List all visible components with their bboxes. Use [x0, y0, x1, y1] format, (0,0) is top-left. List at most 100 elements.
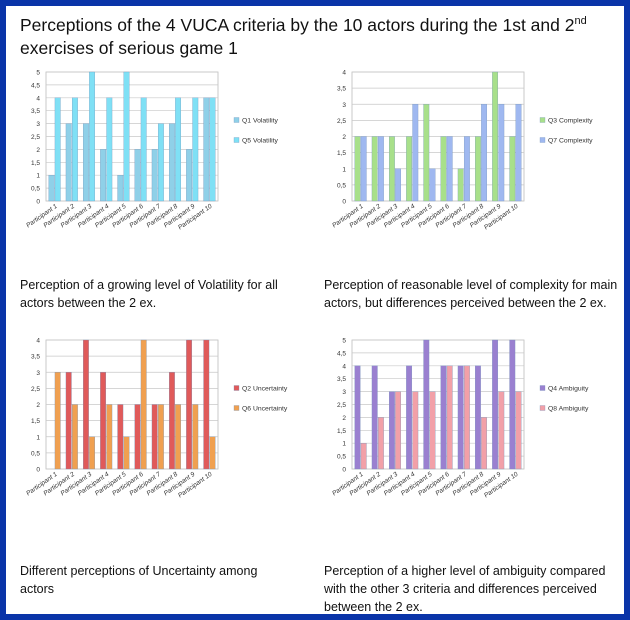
y-tick-label: 3,5 — [337, 376, 346, 383]
bar-1-8 — [475, 365, 481, 470]
complexity-chart: 0 0,5 1 1,5 2 2,5 3 3,5 4 Participant 1 Participan… — [324, 66, 614, 271]
bar-1-7 — [457, 168, 464, 202]
y-tick-label: 2 — [342, 134, 346, 141]
bar-1-9 — [186, 339, 193, 470]
legend-label: Q7 Complexity — [548, 138, 593, 145]
bar-2-4 — [106, 97, 113, 202]
bar-2-10 — [515, 391, 522, 470]
legend-label: Q8 Ambiguity — [548, 406, 589, 413]
bar-1-5 — [423, 339, 430, 470]
bar-1-1 — [48, 175, 55, 202]
uncertainty-caption: Different perceptions of Uncertainty amo… — [20, 564, 258, 596]
y-tick-label: 0,5 — [337, 454, 346, 461]
bar-2-1 — [54, 97, 61, 202]
bar-2-4 — [106, 404, 113, 470]
bar-1-1 — [354, 365, 361, 470]
bar-1-2 — [371, 365, 378, 470]
bar-2-6 — [140, 97, 147, 202]
bar-2-6 — [446, 136, 453, 202]
bar-1-8 — [475, 136, 481, 202]
bar-1-1 — [354, 136, 361, 202]
bar-2-4 — [412, 391, 419, 470]
figure-panel: Perceptions of the 4 VUCA criteria by th… — [6, 6, 624, 614]
bar-2-7 — [157, 123, 164, 202]
volatility-caption: Perception of a growing level of Volatil… — [20, 278, 278, 310]
volatility-chart: 0 0,5 1 1,5 2 2,5 3 3,5 4 4,5 5 Participant 1 Partic… — [18, 66, 308, 271]
bar-2-3 — [89, 436, 95, 470]
page-title: Perceptions of the 4 VUCA criteria by th… — [20, 10, 616, 60]
bar-2-2 — [71, 97, 78, 202]
legend-label: Q4 Ambiguity — [548, 386, 589, 393]
ambiguity-caption: Perception of a higher level of ambiguit… — [324, 564, 606, 614]
y-tick-label: 3,5 — [31, 354, 40, 361]
title-text-end: exercises of serious game 1 — [20, 37, 238, 58]
y-tick-label: 2 — [36, 147, 40, 154]
bar-2-5 — [429, 168, 436, 202]
y-tick-label: 3 — [36, 121, 40, 128]
y-tick-label: 4 — [36, 95, 40, 102]
legend-swatch — [539, 405, 546, 411]
y-tick-label: 0,5 — [31, 450, 40, 457]
legend-label: Q6 Uncertainty — [242, 406, 288, 413]
bar-2-5 — [123, 71, 130, 202]
bar-1-2 — [371, 136, 378, 202]
y-tick-label: 3 — [342, 389, 346, 396]
uncertainty-chart: 0 0,5 1 1,5 2 2,5 3 3,5 4 Participant 1 Participan… — [18, 334, 308, 539]
bar-1-10 — [203, 97, 210, 202]
bar-1-3 — [83, 339, 89, 470]
bar-2-2 — [377, 417, 384, 470]
bar-1-3 — [83, 123, 89, 202]
legend-swatch — [233, 117, 240, 123]
y-tick-label: 2 — [342, 415, 346, 422]
complexity-caption: Perception of reasonable level of comple… — [324, 278, 618, 310]
y-tick-label: 5 — [342, 338, 346, 345]
bar-1-10 — [509, 339, 516, 470]
bar-1-8 — [169, 372, 175, 470]
bar-1-3 — [389, 391, 395, 470]
y-tick-label: 1 — [342, 441, 346, 448]
y-tick-label: 0,5 — [337, 182, 346, 189]
y-tick-label: 2,5 — [337, 118, 346, 125]
bar-1-7 — [457, 365, 464, 470]
y-tick-label: 1,5 — [31, 160, 40, 167]
title-text: Perceptions of the 4 VUCA criteria by th… — [20, 14, 575, 35]
bar-2-1 — [54, 372, 61, 470]
bar-2-5 — [429, 391, 436, 470]
legend-swatch — [539, 117, 546, 123]
legend-label: Q5 Volatility — [242, 138, 278, 145]
y-tick-label: 4 — [342, 363, 346, 370]
bar-2-9 — [192, 97, 199, 202]
bar-2-10 — [515, 104, 522, 202]
bar-2-3 — [395, 168, 401, 202]
bar-2-10 — [209, 97, 216, 202]
bar-1-6 — [440, 136, 447, 202]
bar-2-7 — [157, 404, 164, 470]
y-tick-label: 1,5 — [31, 418, 40, 425]
y-tick-label: 0 — [342, 199, 346, 206]
bar-2-8 — [481, 104, 487, 202]
y-tick-label: 1 — [36, 173, 40, 180]
y-tick-label: 3,5 — [337, 86, 346, 93]
bar-2-7 — [463, 365, 470, 470]
bar-1-4 — [100, 372, 107, 470]
title-superscript: nd — [574, 15, 587, 27]
y-tick-label: 4 — [36, 338, 40, 345]
bar-2-10 — [209, 436, 216, 470]
bar-1-2 — [65, 123, 72, 202]
bar-2-9 — [498, 104, 505, 202]
bar-2-6 — [140, 339, 147, 470]
bar-2-1 — [360, 443, 367, 470]
y-tick-label: 2 — [36, 402, 40, 409]
bar-1-10 — [203, 339, 210, 470]
y-tick-label: 4 — [342, 70, 346, 77]
bar-2-8 — [175, 404, 181, 470]
bar-2-3 — [89, 71, 95, 202]
y-tick-label: 1 — [36, 434, 40, 441]
bar-1-7 — [151, 404, 158, 470]
y-tick-label: 2,5 — [337, 402, 346, 409]
legend-swatch — [539, 385, 546, 391]
